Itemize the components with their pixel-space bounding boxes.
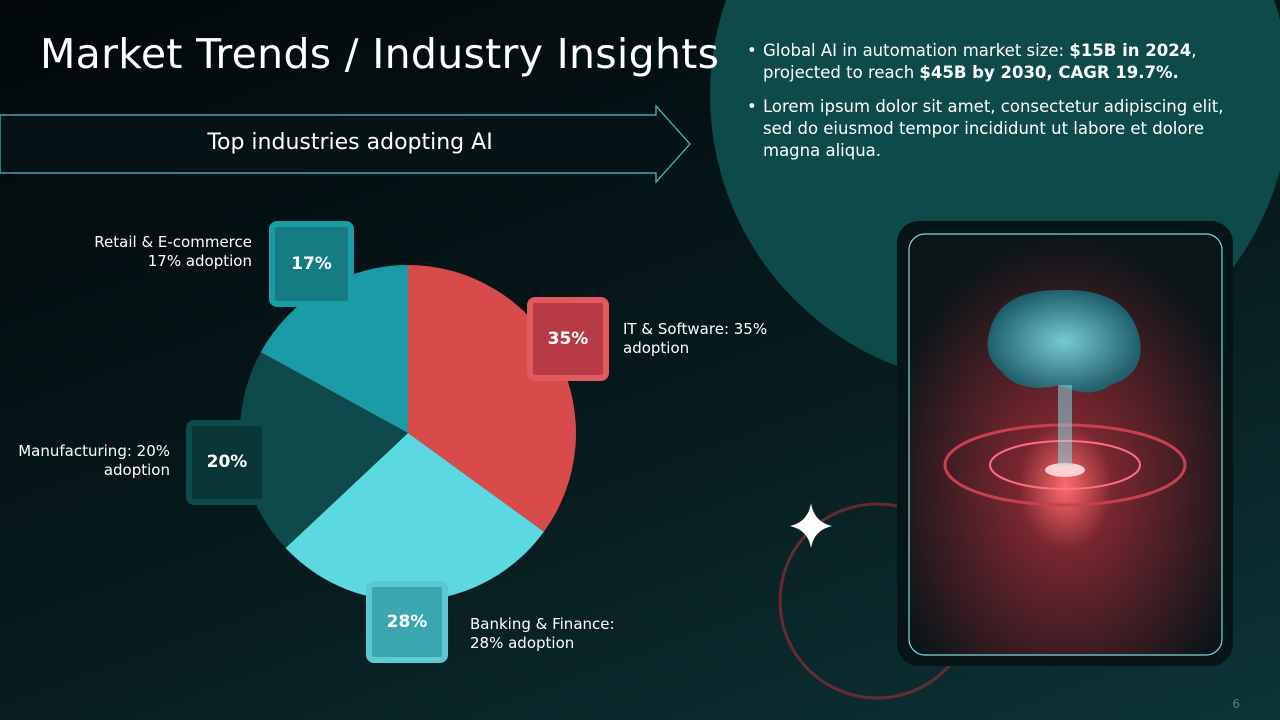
- text: Lorem ipsum dolor sit amet, consectetur …: [763, 97, 1224, 160]
- slide-title: Market Trends / Industry Insights: [40, 30, 720, 78]
- slice-label: IT & Software: 35% adoption: [623, 320, 768, 357]
- page-number: 6: [1232, 697, 1240, 711]
- text: $45B by 2030: [919, 63, 1047, 82]
- bullet-list: Global AI in automation market size: $15…: [745, 40, 1235, 174]
- text: , projected to reach: [763, 41, 1197, 82]
- bullet: Global AI in automation market size: $15…: [745, 40, 1235, 84]
- slice-label: Banking & Finance: 28% adoption: [470, 615, 615, 652]
- value-badge: 17%: [269, 221, 354, 307]
- text: Global AI in automation market size:: [763, 41, 1070, 60]
- text: , CAGR 19.7%.: [1046, 63, 1179, 82]
- value-badge: 20%: [186, 420, 268, 505]
- slice-label: Retail & E-commerce 17% adoption: [94, 233, 252, 270]
- platform-core: [1045, 463, 1085, 477]
- sparkle: [790, 503, 832, 548]
- bullet: Lorem ipsum dolor sit amet, consectetur …: [745, 96, 1235, 162]
- pie-slice: [260, 265, 408, 433]
- slice-label: Manufacturing: 20% adoption: [18, 442, 170, 479]
- value-badge: 35%: [527, 297, 609, 381]
- pie-slice: [240, 352, 408, 549]
- banner-text: Top industries adopting AI: [207, 130, 493, 155]
- value-badge: 28%: [366, 581, 448, 663]
- light-beam: [1058, 385, 1072, 465]
- banner-arrow: [0, 104, 691, 184]
- pie-chart: [240, 265, 576, 601]
- text: $15B in 2024: [1069, 41, 1192, 60]
- brain: [987, 289, 1141, 393]
- pie-slice: [285, 433, 544, 601]
